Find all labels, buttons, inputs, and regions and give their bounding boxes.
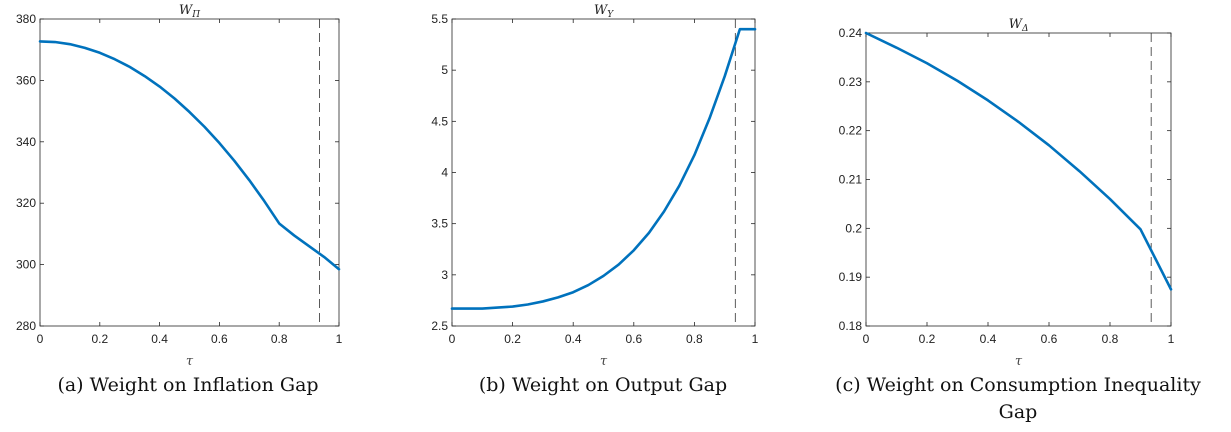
chart-title: WΠ xyxy=(179,3,200,20)
x-tick-label: 0.2 xyxy=(91,332,108,346)
y-tick-label: 0.2 xyxy=(845,221,862,235)
chart-title: WY xyxy=(594,3,614,20)
y-tick-label: 0.19 xyxy=(839,270,863,284)
x-tick-label: 0.8 xyxy=(686,332,703,346)
x-tick-label: 0.4 xyxy=(565,332,582,346)
y-tick-label: 3 xyxy=(441,268,448,282)
y-tick-label: 4.5 xyxy=(431,114,448,128)
plot-area xyxy=(865,32,1172,327)
x-tick-label: 0.6 xyxy=(1041,332,1058,346)
series-line xyxy=(864,31,1173,291)
x-tick-label: 0.6 xyxy=(211,332,228,346)
x-axis-label: τ xyxy=(600,354,608,369)
subfigure-caption: Gap xyxy=(999,401,1038,423)
x-tick-label: 1 xyxy=(1168,332,1175,346)
chart-title: WΔ xyxy=(1009,17,1029,34)
chart-panel-3: 0.18 0.19 0.2 0.21 0.22 0.23 0.24 0 0.2 0.4 0.6 0.8… xyxy=(835,17,1201,423)
series-line xyxy=(450,27,757,310)
y-tick-label: 0.22 xyxy=(839,124,863,138)
y-tick-label: 5 xyxy=(441,63,448,77)
y-tick-label: 300 xyxy=(16,258,36,272)
y-tick-label: 0.24 xyxy=(839,26,863,40)
x-axis-label: τ xyxy=(186,354,194,369)
x-tick-label: 0.6 xyxy=(625,332,642,346)
x-tick-label: 0.2 xyxy=(919,332,936,346)
subfigure-caption: (a) Weight on Inflation Gap xyxy=(57,374,318,396)
x-tick-label: 0.8 xyxy=(271,332,288,346)
y-tick-label: 2.5 xyxy=(431,319,448,333)
x-tick-label: 0 xyxy=(863,332,870,346)
chart-panel-2: 2.5 3 3.5 4 4.5 5 5.5 0 0.2 0.4 0.6 0.8 1 WY τ (b) Weig… xyxy=(431,3,758,396)
x-tick-label: 0.2 xyxy=(504,332,521,346)
series-line xyxy=(38,40,341,271)
subfigure-caption: (c) Weight on Consumption Inequality xyxy=(835,374,1201,396)
x-tick-label: 0 xyxy=(449,332,456,346)
y-tick-label: 380 xyxy=(16,12,36,26)
y-tick-label: 320 xyxy=(16,196,36,210)
x-tick-label: 0.4 xyxy=(980,332,997,346)
x-tick-label: 1 xyxy=(752,332,759,346)
y-tick-label: 0.23 xyxy=(839,75,863,89)
y-tick-label: 5.5 xyxy=(431,12,448,26)
subfigure-caption: (b) Weight on Output Gap xyxy=(479,374,727,396)
plot-area xyxy=(451,18,756,327)
y-tick-label: 360 xyxy=(16,73,36,87)
y-tick-label: 0.21 xyxy=(839,173,863,187)
y-tick-label: 280 xyxy=(16,319,36,333)
plot-area xyxy=(39,18,340,327)
x-tick-label: 0.8 xyxy=(1102,332,1119,346)
y-tick-label: 340 xyxy=(16,135,36,149)
chart-panel-1: 280 300 320 340 360 380 0 0.2 0.4 0.6 0.8 1 WΠ τ (a) W… xyxy=(16,3,343,396)
y-tick-label: 4 xyxy=(441,166,448,180)
x-axis-label: τ xyxy=(1015,354,1023,369)
x-tick-label: 1 xyxy=(336,332,343,346)
x-tick-label: 0.4 xyxy=(151,332,168,346)
y-tick-label: 3.5 xyxy=(431,217,448,231)
x-tick-label: 0 xyxy=(37,332,44,346)
y-tick-label: 0.18 xyxy=(839,319,863,333)
